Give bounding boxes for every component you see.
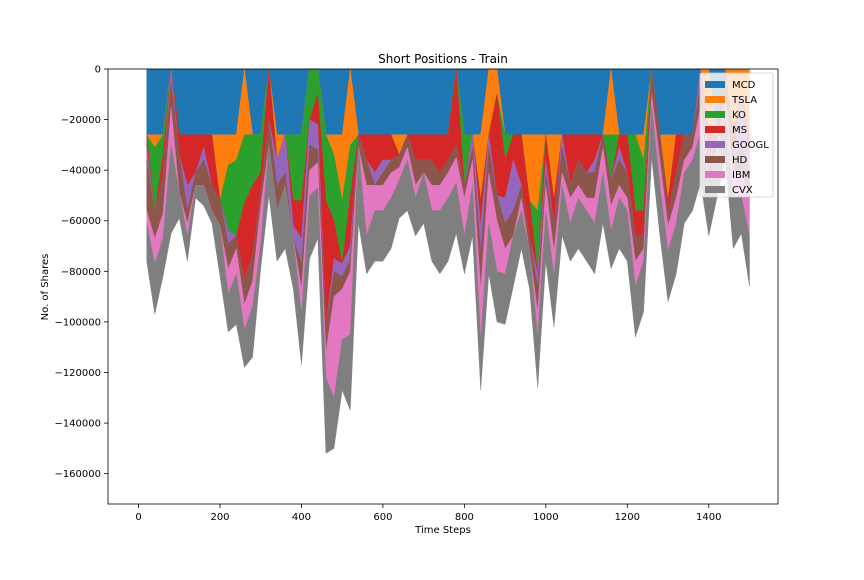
x-axis-label: Time Steps	[414, 525, 471, 536]
y-tick-label: −120000	[54, 368, 101, 379]
y-tick-label: −100000	[54, 317, 101, 328]
legend-box	[699, 72, 774, 198]
y-tick-label: 0	[95, 65, 101, 76]
legend: MCD TSLA KO MS GOOGL HD IBM CVX	[699, 72, 774, 198]
x-tick-label: 0	[135, 512, 141, 523]
chart-title: Short Positions - Train	[378, 52, 508, 66]
legend-swatch-ibm	[705, 171, 725, 178]
x-tick-label: 1000	[533, 512, 558, 523]
x-tick-label: 600	[373, 512, 392, 523]
plot-frame	[107, 68, 779, 505]
legend-swatch-googl	[705, 141, 725, 148]
x-tick-label: 400	[292, 512, 311, 523]
area-series-cvx	[146, 106, 750, 454]
x-tick-label: 1400	[696, 512, 721, 523]
legend-label-cvx: CVX	[732, 185, 753, 196]
legend-label-ko: KO	[732, 110, 746, 121]
legend-swatch-hd	[705, 156, 725, 163]
y-tick-label: −160000	[54, 469, 101, 480]
legend-label-ibm: IBM	[732, 170, 750, 181]
legend-swatch-cvx	[705, 186, 725, 193]
x-tick-label: 800	[455, 512, 474, 523]
x-tick-label: 200	[210, 512, 229, 523]
areas-layer	[146, 68, 750, 454]
legend-swatch-ms	[705, 126, 725, 133]
y-tick-label: −60000	[61, 216, 101, 227]
area-series-mcd	[146, 68, 750, 135]
y-axis: 0 −20000 −40000 −60000 −80000 −100000 −120000 −…	[54, 65, 108, 480]
legend-swatch-ko	[705, 111, 725, 118]
legend-label-tsla: TSLA	[731, 95, 757, 106]
y-axis-label: No. of Shares	[40, 254, 51, 321]
legend-label-mcd: MCD	[732, 80, 756, 91]
legend-swatch-tsla	[705, 96, 725, 103]
legend-swatch-mcd	[705, 81, 725, 88]
y-tick-label: −40000	[61, 166, 101, 177]
y-tick-label: −80000	[61, 267, 101, 278]
legend-label-googl: GOOGL	[732, 140, 769, 151]
legend-label-ms: MS	[732, 125, 747, 136]
y-tick-label: −20000	[61, 115, 101, 126]
y-tick-label: −140000	[54, 419, 101, 430]
legend-label-hd: HD	[732, 155, 748, 166]
x-axis: 0 200 400 600 800 1000 1200 1400	[135, 504, 721, 523]
x-tick-label: 1200	[615, 512, 640, 523]
